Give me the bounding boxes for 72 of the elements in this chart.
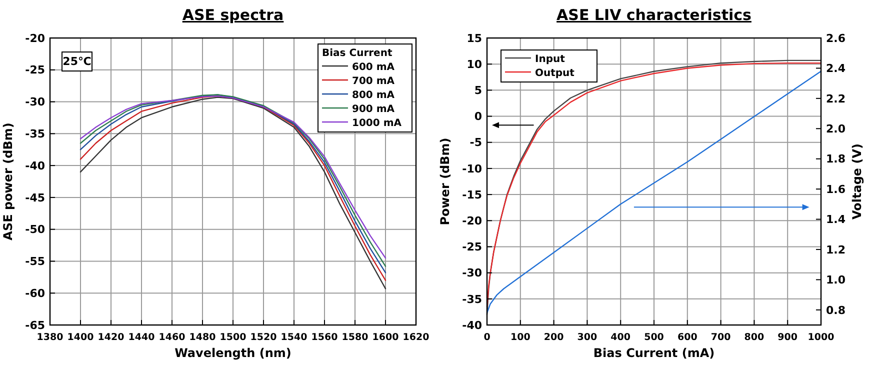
x-tick-label: 1500 (220, 332, 247, 343)
x-tick-label: 1520 (250, 332, 278, 343)
y2-tick-label: 2.0 (826, 122, 846, 136)
x-tick-label: 1480 (189, 332, 216, 343)
y2-tick-label: 1.4 (826, 213, 846, 226)
y2-axis-title: Voltage (V) (850, 144, 864, 220)
x-tick-label: 0 (484, 332, 491, 343)
legend-label: Output (535, 68, 575, 79)
legend-label: 700 mA (352, 76, 395, 87)
x-tick-label: 100 (510, 332, 531, 343)
y-tick-label: -25 (25, 64, 45, 77)
y-tick-label: -30 (462, 266, 482, 280)
y2-tick-label: 1.0 (826, 274, 846, 287)
y-tick-label: -40 (462, 318, 482, 332)
x-tick-label: 1560 (311, 332, 338, 343)
y-tick-label: -45 (25, 191, 45, 204)
x-tick-label: 300 (577, 332, 598, 343)
y2-tick-label: 1.8 (826, 152, 846, 166)
y-axis-title: ASE power (dBm) (1, 122, 15, 240)
x-tick-label: 1620 (402, 332, 430, 343)
y2-tick-label: 2.6 (826, 32, 846, 45)
x-tick-label: 1400 (67, 332, 94, 343)
y2-tick-label: 2.4 (826, 62, 846, 76)
y-tick-label: -25 (462, 240, 482, 254)
y-tick-label: -50 (25, 223, 46, 236)
x-axis-title: Wavelength (nm) (174, 346, 292, 360)
x-tick-label: 400 (610, 332, 631, 343)
legend-label: 800 mA (352, 90, 395, 101)
y2-tick-label: 0.8 (826, 304, 846, 317)
y-tick-label: -20 (462, 214, 482, 228)
y-tick-label: -10 (462, 162, 482, 176)
x-tick-label: 1440 (128, 332, 156, 343)
x-tick-label: 1540 (280, 332, 308, 343)
y-tick-label: -35 (25, 128, 45, 141)
legend-label: 600 mA (352, 62, 395, 73)
y-axis-title: Power (dBm) (438, 138, 452, 226)
y-tick-label: -15 (462, 188, 482, 202)
y-tick-label: 0 (474, 110, 482, 124)
x-tick-label: 500 (644, 332, 664, 343)
y-tick-label: -65 (25, 318, 45, 332)
chart-title: ASE LIV characteristics (556, 6, 752, 24)
y-tick-label: 10 (466, 58, 482, 71)
x-tick-label: 1460 (158, 332, 186, 343)
y-tick-label: 15 (466, 32, 482, 45)
x-tick-label: 900 (778, 332, 798, 343)
x-tick-label: 1420 (98, 332, 125, 343)
legend-label: 900 mA (352, 104, 395, 115)
x-tick-label: 1380 (36, 332, 64, 343)
annotation: 25℃ (62, 55, 92, 68)
y2-tick-label: 2.2 (826, 92, 846, 106)
y2-tick-label: 1.6 (826, 182, 846, 196)
x-tick-label: 1580 (342, 332, 369, 343)
x-tick-label: 700 (710, 332, 732, 343)
y2-tick-label: 1.2 (826, 243, 846, 256)
y-tick-label: -55 (25, 255, 45, 268)
x-tick-label: 600 (677, 332, 698, 343)
x-tick-label: 800 (744, 332, 764, 343)
y-tick-label: 5 (474, 84, 482, 98)
y-tick-label: -30 (25, 96, 46, 109)
y-tick-label: -20 (25, 32, 46, 45)
y-tick-label: -5 (470, 136, 482, 150)
legend-title: Bias Current (322, 48, 392, 59)
y-tick-label: -60 (25, 286, 46, 300)
x-tick-label: 200 (544, 332, 564, 343)
x-tick-label: 1000 (808, 332, 835, 343)
chart-title: ASE spectra (182, 6, 284, 24)
x-tick-label: 1600 (372, 332, 400, 343)
y-tick-label: -40 (25, 159, 46, 172)
x-axis-title: Bias Current (mA) (593, 346, 715, 360)
legend-label: Input (535, 54, 566, 65)
legend-label: 1000 mA (352, 118, 402, 129)
y-tick-label: -35 (462, 292, 482, 306)
